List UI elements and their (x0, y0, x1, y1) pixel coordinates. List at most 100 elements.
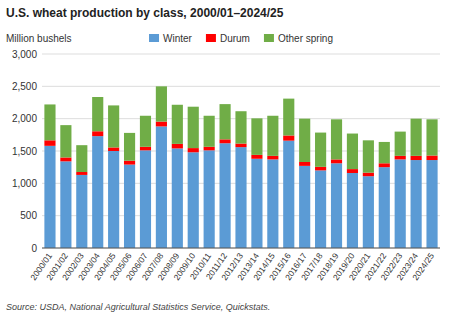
legend-swatch (206, 34, 216, 42)
bar-segment (76, 172, 87, 175)
bar-segment (395, 159, 406, 248)
bar-segment (204, 147, 215, 151)
bar-segment (411, 156, 422, 160)
bar-segment (251, 118, 262, 155)
bar-segment (283, 99, 294, 136)
bar-segment (76, 175, 87, 248)
y-tick-label: 500 (20, 210, 37, 221)
bar-segment (140, 150, 151, 248)
bar-segment (411, 160, 422, 248)
bar-segment (347, 169, 358, 173)
bar-segment (140, 116, 151, 147)
legend-label: Winter (163, 33, 193, 44)
grid-line (42, 54, 440, 55)
bars (44, 86, 437, 248)
legend-label: Other spring (278, 33, 333, 44)
x-axis-line (42, 248, 440, 249)
bar-segment (44, 140, 55, 145)
bar-segment (124, 161, 135, 165)
bar-segment (379, 163, 390, 167)
bar-segment (60, 125, 71, 157)
legend-swatch (264, 34, 274, 42)
legend-swatch (149, 34, 159, 42)
bar-segment (92, 136, 103, 248)
bar-segment (204, 150, 215, 248)
bar-segment (363, 140, 374, 172)
bar-segment (395, 132, 406, 156)
bar-segment (251, 155, 262, 159)
bar-segment (267, 156, 278, 160)
bar-segment (363, 176, 374, 248)
bar-segment (156, 126, 167, 248)
bar-segment (426, 160, 437, 248)
bar-segment (172, 148, 183, 248)
bar-segment (235, 144, 246, 148)
x-tick-label: 2024/25 (410, 251, 436, 282)
bar-segment (188, 148, 199, 152)
y-tick-label: 2,000 (12, 113, 37, 124)
bar-segment (299, 119, 310, 162)
legend: Winter Durum Other spring (149, 33, 333, 44)
bar-segment (220, 143, 231, 248)
y-tick-label: 1,000 (12, 178, 37, 189)
grid-line (42, 86, 440, 87)
bar-segment (140, 147, 151, 151)
bar-segment (60, 161, 71, 248)
bar-segment (156, 86, 167, 121)
legend-item: Durum (206, 33, 250, 44)
bar-segment (124, 133, 135, 161)
bar-segment (76, 145, 87, 172)
bar-segment (267, 116, 278, 156)
y-tick-label: 2,500 (12, 81, 37, 92)
bar-segment (426, 119, 437, 155)
bar-segment (188, 107, 199, 148)
bar-segment (331, 163, 342, 248)
bar-segment (315, 170, 326, 248)
bar-segment (44, 104, 55, 140)
bar-segment (60, 157, 71, 161)
bar-segment (299, 162, 310, 166)
grid (42, 54, 440, 248)
bar-segment (426, 156, 437, 161)
bar-segment (188, 152, 199, 248)
y-tick-label: 3,000 (12, 49, 37, 60)
bar-segment (347, 134, 358, 170)
bar-segment (92, 131, 103, 136)
bar-segment (331, 159, 342, 163)
bar-segment (347, 173, 358, 248)
bar-segment (331, 119, 342, 159)
bar-segment (235, 111, 246, 143)
bar-segment (379, 142, 390, 163)
bar-segment (267, 159, 278, 248)
bar-segment (108, 105, 119, 147)
bar-segment (220, 139, 231, 143)
source: Source: USDA, National Agricultural Stat… (6, 302, 270, 312)
bar-segment (156, 122, 167, 127)
bar-segment (108, 147, 119, 151)
chart: U.S. wheat production by class, 2000/01–… (0, 0, 450, 318)
bar-segment (315, 167, 326, 171)
bar-segment (92, 97, 103, 131)
bar-segment (395, 156, 406, 160)
bar-segment (172, 144, 183, 149)
bar-segment (235, 147, 246, 248)
title: U.S. wheat production by class, 2000/01–… (6, 6, 284, 20)
y-tick-label: 0 (31, 243, 37, 254)
bar-segment (251, 159, 262, 248)
bar-segment (315, 133, 326, 167)
bar-segment (379, 167, 390, 248)
y-axis-label: Million bushels (6, 33, 72, 44)
legend-label: Durum (220, 33, 250, 44)
grid-line (42, 248, 440, 249)
bar-segment (108, 151, 119, 248)
bar-segment (124, 165, 135, 248)
bar-segment (204, 116, 215, 147)
bar-segment (283, 135, 294, 140)
bar-segment (172, 105, 183, 144)
y-tick-label: 1,500 (12, 146, 37, 157)
bar-segment (283, 141, 294, 248)
bar-segment (299, 166, 310, 248)
legend-item: Winter (149, 33, 193, 44)
legend-item: Other spring (264, 33, 333, 44)
bar-segment (411, 119, 422, 156)
